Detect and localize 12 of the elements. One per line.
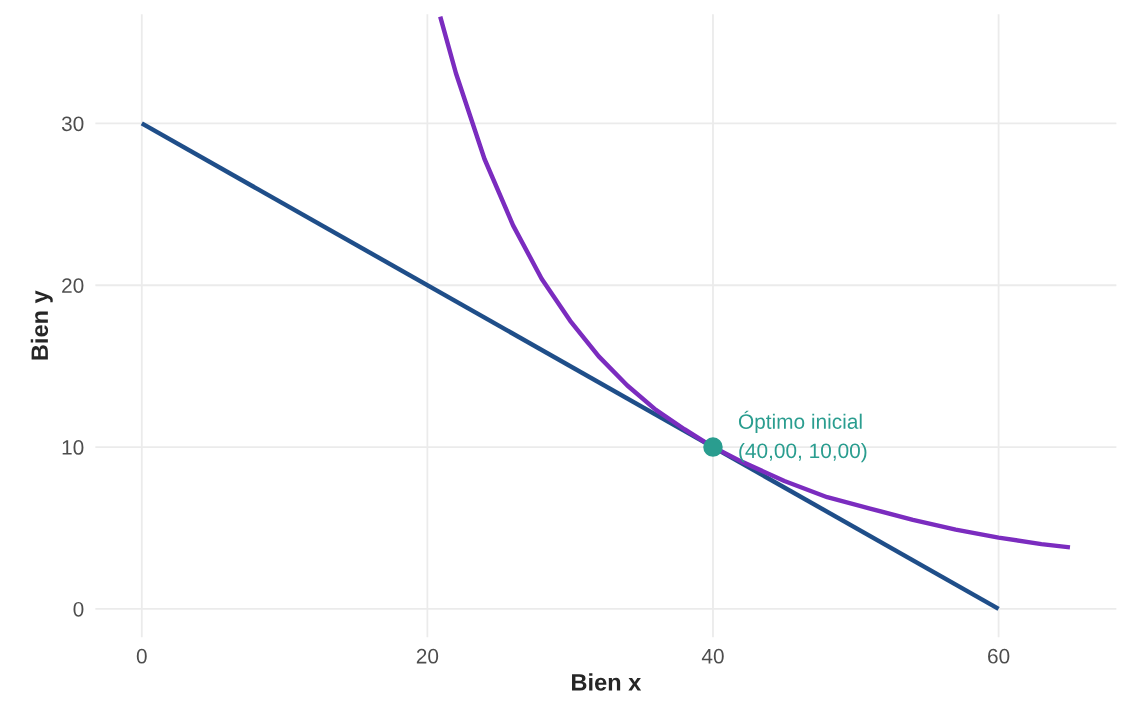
x-tick-label: 40 — [701, 648, 724, 664]
x-axis-title: Bien x — [572, 673, 642, 691]
x-tick-label: 60 — [988, 648, 1010, 664]
y-tick-label: 0 — [73, 601, 84, 617]
y-tick-label: 20 — [62, 278, 84, 293]
y-tick-label: 10 — [62, 440, 84, 455]
y-tick-label: 30 — [61, 116, 84, 132]
x-tick-label: 20 — [416, 648, 439, 664]
y-axis-title: Bien y — [30, 290, 53, 360]
line-series — [438, 14, 1073, 550]
annotation: Óptimo inicial (40,00, 10,00) — [738, 410, 867, 463]
x-tick-label: 0 — [136, 648, 147, 664]
